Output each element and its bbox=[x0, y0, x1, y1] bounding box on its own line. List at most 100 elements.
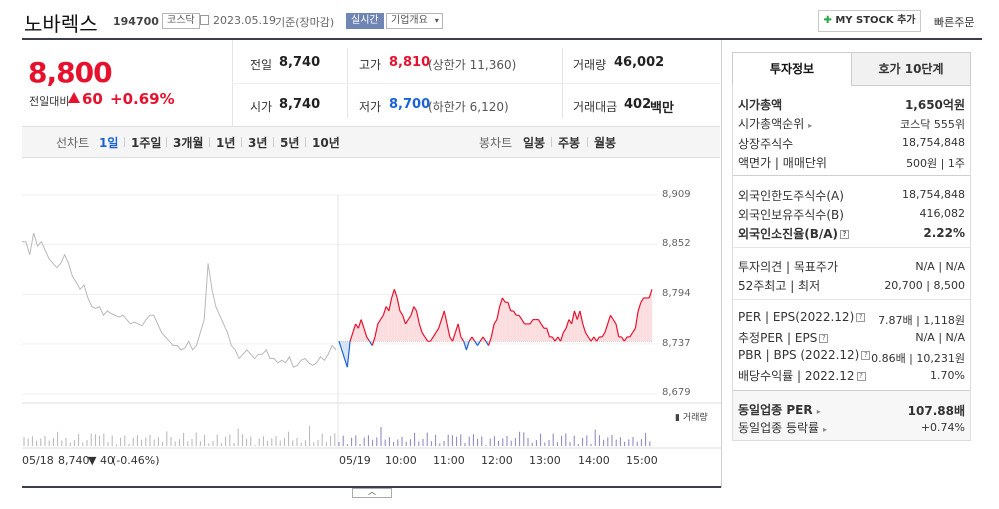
today-line-segment bbox=[540, 323, 545, 329]
market-cap-rank-link[interactable]: 시가총액순위 ▸ bbox=[738, 115, 812, 132]
today-line-segment bbox=[393, 289, 398, 299]
low-label: 저가 bbox=[359, 100, 382, 114]
today-line-segment bbox=[382, 306, 387, 316]
sector-rate-link[interactable]: 동일업종 등락률 ▸ bbox=[738, 419, 827, 436]
company-overview-dropdown[interactable]: 기업개요 ▾ bbox=[386, 13, 443, 29]
tab-hoga-10[interactable]: 호가 10단계 bbox=[851, 52, 971, 86]
today-line-segment bbox=[377, 319, 382, 325]
up-area bbox=[599, 336, 603, 342]
per-value: 7.87배 | 1,118원 bbox=[878, 314, 965, 327]
quick-order-button[interactable]: 빠른주문 bbox=[934, 16, 975, 29]
amount-value: 402 bbox=[624, 97, 652, 112]
company-overview-label: 기업개요 bbox=[391, 15, 428, 26]
today-line-segment bbox=[366, 336, 370, 342]
chevron-down-icon: ▾ bbox=[434, 16, 439, 25]
up-area bbox=[549, 336, 553, 342]
today-line-segment bbox=[488, 336, 492, 346]
today-line-segment bbox=[463, 341, 467, 351]
period-3year[interactable]: 3년 bbox=[248, 136, 268, 150]
header-divider bbox=[22, 38, 982, 40]
today-line-segment bbox=[349, 332, 354, 342]
today-line-segment bbox=[601, 332, 606, 338]
high-value: 8,810 bbox=[389, 55, 431, 70]
mystock-add-button[interactable]: ✚ MY STOCK 추가 bbox=[818, 10, 921, 32]
up-area bbox=[505, 302, 508, 342]
period-1day[interactable]: 1일 bbox=[99, 136, 119, 150]
period-1year[interactable]: 1년 bbox=[216, 136, 236, 150]
divider bbox=[241, 137, 242, 147]
today-line-segment bbox=[413, 306, 418, 312]
today-line-segment bbox=[357, 319, 362, 329]
candle-daily[interactable]: 일봉 bbox=[523, 136, 546, 150]
today-line-segment bbox=[363, 328, 368, 338]
up-area bbox=[496, 306, 500, 342]
today-line-segment bbox=[440, 310, 445, 320]
calendar-icon bbox=[200, 15, 209, 25]
up-area bbox=[444, 310, 448, 342]
help-icon[interactable]: ? bbox=[819, 334, 829, 343]
open-value: 8,740 bbox=[279, 97, 321, 112]
today-line-segment bbox=[404, 319, 409, 325]
pbr-value: 0.86배 | 10,231원 bbox=[871, 352, 965, 365]
diff-label: 전일대비 bbox=[29, 95, 70, 108]
up-area bbox=[469, 336, 472, 342]
shares-value: 18,754,848 bbox=[902, 136, 965, 149]
shares-label: 상장주식수 bbox=[738, 137, 794, 151]
up-area bbox=[510, 310, 514, 342]
today-line-segment bbox=[476, 340, 481, 346]
period-10year[interactable]: 10년 bbox=[312, 136, 340, 150]
price-chart[interactable] bbox=[0, 160, 722, 490]
today-line-segment bbox=[634, 310, 639, 329]
today-line-segment bbox=[457, 323, 462, 338]
mystock-add-label: MY STOCK 추가 bbox=[835, 15, 916, 26]
today-line-segment bbox=[465, 341, 470, 351]
help-icon[interactable]: ? bbox=[840, 230, 850, 239]
period-3month[interactable]: 3개월 bbox=[173, 136, 204, 150]
divider bbox=[166, 137, 167, 147]
tab-invest-info[interactable]: 투자정보 bbox=[732, 52, 852, 86]
help-icon[interactable]: ? bbox=[856, 313, 866, 322]
sector-rate-label: 동일업종 등락률 bbox=[738, 421, 820, 435]
candle-weekly[interactable]: 주봉 bbox=[558, 136, 581, 150]
today-line-segment bbox=[518, 314, 523, 320]
up-area bbox=[507, 302, 511, 342]
foreign-ratio-row: 외국인소진율(B/A)? bbox=[738, 225, 850, 242]
up-area bbox=[530, 319, 533, 342]
today-line-segment bbox=[432, 332, 437, 338]
today-line-segment bbox=[607, 315, 612, 325]
prev-close-value: 8,740 bbox=[279, 55, 321, 70]
today-line-segment bbox=[410, 306, 415, 316]
y-tick: 8,679 bbox=[662, 387, 691, 398]
today-line-segment bbox=[443, 310, 448, 325]
candle-chart-label: 봉차트 bbox=[479, 136, 513, 150]
help-icon[interactable]: ? bbox=[856, 372, 866, 381]
volume-legend-label: 거래량 bbox=[682, 413, 708, 423]
expand-chart-button[interactable]: ︿ bbox=[352, 488, 392, 498]
quote-basis: 기준(장마감) bbox=[275, 16, 335, 29]
plus-icon: ✚ bbox=[823, 15, 832, 26]
candle-monthly[interactable]: 월봉 bbox=[594, 136, 617, 150]
up-area bbox=[386, 306, 389, 342]
today-line-segment bbox=[454, 323, 459, 333]
realtime-button[interactable]: 실시간 bbox=[346, 13, 384, 29]
dividend-label: 배당수익률 | 2022.12 bbox=[738, 369, 855, 383]
today-line-segment bbox=[460, 336, 465, 342]
chevron-right-icon: ▸ bbox=[816, 407, 821, 416]
week52-label: 52주최고 | 최저 bbox=[738, 279, 821, 293]
help-icon[interactable]: ? bbox=[861, 351, 871, 360]
volume-legend: ▮ 거래량 bbox=[675, 413, 708, 423]
today-line-segment bbox=[568, 319, 573, 325]
x-tick: 15:00 bbox=[626, 454, 658, 467]
today-line-segment bbox=[429, 336, 434, 342]
market-cap-label: 시가총액 bbox=[738, 98, 783, 112]
per-label: PER | EPS(2022.12) bbox=[738, 310, 855, 324]
today-line-segment bbox=[380, 314, 384, 320]
period-5year[interactable]: 5년 bbox=[280, 136, 300, 150]
today-line-segment bbox=[449, 336, 454, 342]
today-line-segment bbox=[596, 336, 600, 342]
sector-per-link[interactable]: 동일업종 PER ▸ bbox=[738, 401, 821, 418]
up-area bbox=[419, 323, 423, 342]
up-area bbox=[527, 323, 531, 342]
period-1week[interactable]: 1주일 bbox=[131, 136, 162, 150]
up-area bbox=[405, 319, 409, 342]
